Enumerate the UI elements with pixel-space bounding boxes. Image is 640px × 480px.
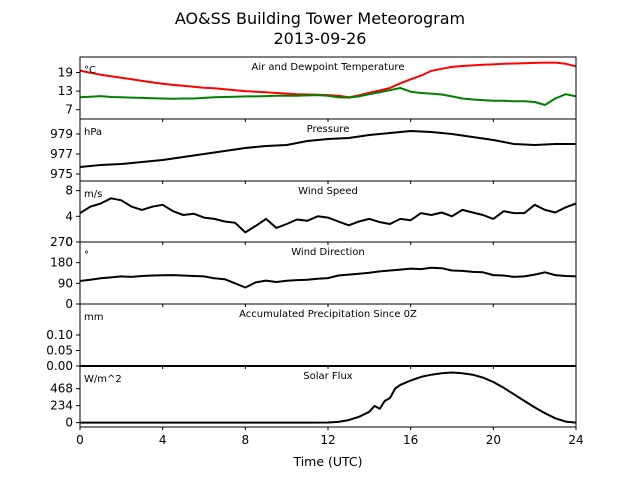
x-axis-label: Time (UTC) bbox=[292, 454, 362, 469]
panel-0-series-1-line bbox=[79, 87, 577, 106]
panel-0-ytick-label-1: 13 bbox=[58, 84, 73, 98]
panel-1-unit: hPa bbox=[84, 127, 102, 138]
panel-4-ytick-label-1: 0.05 bbox=[46, 344, 73, 358]
panel-2-unit: m/s bbox=[84, 189, 102, 200]
figure-subtitle: 2013-09-26 bbox=[274, 29, 367, 48]
panel-3-ytick-label-1: 90 bbox=[58, 276, 73, 290]
panel-4-ytick-label-2: 0.10 bbox=[46, 328, 73, 342]
xtick-label-2: 8 bbox=[242, 433, 250, 447]
panel-1-series-0-line bbox=[79, 130, 576, 168]
panel-0-ytick-label-0: 7 bbox=[65, 103, 73, 117]
panel-4-title: Accumulated Precipitation Since 0Z bbox=[239, 309, 417, 320]
panel-5-series-0-line bbox=[80, 371, 577, 424]
panel-5-ytick-label-1: 234 bbox=[50, 399, 73, 413]
figure-title: AO&SS Building Tower Meteorogram bbox=[175, 9, 465, 28]
panel-2-ytick-label-1: 4 bbox=[65, 209, 73, 223]
xtick-label-1: 4 bbox=[159, 433, 167, 447]
panel-0-title: Air and Dewpoint Temperature bbox=[252, 62, 405, 73]
panel-3-unit: ° bbox=[84, 250, 89, 261]
panel-3-series-0-line bbox=[79, 266, 577, 289]
panel-1-title: Pressure bbox=[307, 124, 350, 135]
panel-5-title: Solar Flux bbox=[303, 371, 353, 382]
panel-1-ytick-label-0: 975 bbox=[50, 167, 73, 181]
panel-2-title: Wind Speed bbox=[298, 186, 358, 197]
panel-5-unit: W/m^2 bbox=[84, 374, 122, 385]
panel-4-ytick-label-0: 0.00 bbox=[46, 359, 73, 373]
panel-3-title: Wind Direction bbox=[291, 247, 365, 258]
xtick-label-3: 12 bbox=[320, 433, 335, 447]
panel-5-ytick-label-0: 0 bbox=[65, 416, 73, 430]
panels-group: 7 13 19 Air and Dewpoint Temperature °C 975 97… bbox=[46, 56, 584, 447]
xtick-label-0: 0 bbox=[76, 433, 84, 447]
panel-3-ytick-label-0: 0 bbox=[65, 297, 73, 311]
panel-1-ytick-label-1: 977 bbox=[50, 147, 73, 161]
xtick-label-5: 20 bbox=[486, 433, 501, 447]
xtick-label-6: 24 bbox=[568, 433, 583, 447]
panel-5-ytick-label-2: 468 bbox=[50, 382, 73, 396]
panel-2-ytick-label-2: 8 bbox=[65, 184, 73, 198]
panel-0-ytick-label-2: 19 bbox=[58, 66, 73, 80]
panel-3-ytick-label-3: 270 bbox=[50, 235, 73, 249]
panel-1-ytick-label-2: 979 bbox=[50, 127, 73, 141]
panel-3-ytick-label-2: 180 bbox=[50, 256, 73, 270]
panel-2-ytick-label-0: 0 bbox=[65, 235, 73, 249]
panel-2-series-0-line bbox=[79, 197, 577, 234]
panel-4-unit: mm bbox=[84, 312, 103, 323]
xtick-label-4: 16 bbox=[403, 433, 418, 447]
panel-0-unit: °C bbox=[84, 65, 96, 76]
